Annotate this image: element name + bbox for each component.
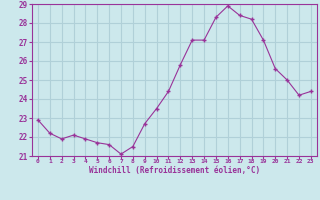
X-axis label: Windchill (Refroidissement éolien,°C): Windchill (Refroidissement éolien,°C)	[89, 166, 260, 175]
